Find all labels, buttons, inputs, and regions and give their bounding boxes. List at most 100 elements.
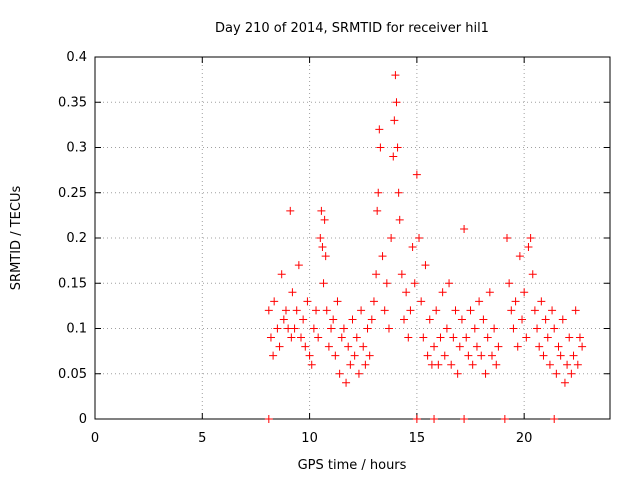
data-point bbox=[288, 288, 296, 296]
data-point bbox=[516, 252, 524, 260]
data-point bbox=[387, 234, 395, 242]
data-point bbox=[535, 343, 543, 351]
data-point bbox=[340, 325, 348, 333]
x-axis-label: GPS time / hours bbox=[298, 458, 407, 473]
data-point bbox=[447, 361, 455, 369]
data-point bbox=[490, 325, 498, 333]
data-point bbox=[402, 288, 410, 296]
data-point bbox=[276, 343, 284, 351]
x-tick-label: 15 bbox=[409, 431, 426, 446]
data-point bbox=[507, 306, 515, 314]
data-point bbox=[409, 243, 417, 251]
data-point bbox=[419, 334, 427, 342]
data-point bbox=[375, 125, 383, 133]
data-point bbox=[322, 252, 330, 260]
data-point bbox=[267, 334, 275, 342]
y-tick-label: 0.05 bbox=[58, 367, 87, 382]
data-point bbox=[357, 306, 365, 314]
data-point bbox=[270, 297, 278, 305]
data-point bbox=[522, 334, 530, 342]
data-point bbox=[518, 315, 526, 323]
data-point bbox=[398, 270, 406, 278]
data-point bbox=[392, 98, 400, 106]
data-point bbox=[389, 153, 397, 161]
data-point bbox=[484, 334, 492, 342]
data-point bbox=[436, 334, 444, 342]
data-point bbox=[381, 306, 389, 314]
data-point bbox=[366, 352, 374, 360]
data-point bbox=[458, 315, 466, 323]
y-tick-label: 0.1 bbox=[66, 322, 87, 337]
data-point bbox=[454, 370, 462, 378]
data-point bbox=[355, 370, 363, 378]
y-tick-label: 0.25 bbox=[58, 186, 87, 201]
data-point bbox=[391, 71, 399, 79]
zero-data-point bbox=[265, 415, 273, 423]
data-point bbox=[312, 306, 320, 314]
data-point bbox=[295, 261, 303, 269]
data-point bbox=[404, 334, 412, 342]
data-points bbox=[265, 71, 586, 423]
data-point bbox=[303, 297, 311, 305]
data-point bbox=[269, 352, 277, 360]
data-point bbox=[325, 343, 333, 351]
data-point bbox=[443, 325, 451, 333]
data-point bbox=[550, 325, 558, 333]
data-point bbox=[349, 315, 357, 323]
data-point bbox=[471, 325, 479, 333]
data-point bbox=[441, 352, 449, 360]
data-point bbox=[323, 306, 331, 314]
data-point bbox=[460, 225, 468, 233]
data-point bbox=[488, 352, 496, 360]
data-point bbox=[533, 325, 541, 333]
zero-data-point bbox=[430, 415, 438, 423]
data-point bbox=[411, 279, 419, 287]
data-point bbox=[539, 352, 547, 360]
data-point bbox=[559, 315, 567, 323]
data-point bbox=[327, 325, 335, 333]
data-point bbox=[477, 352, 485, 360]
data-point bbox=[293, 306, 301, 314]
zero-data-point bbox=[413, 415, 421, 423]
data-point bbox=[529, 270, 537, 278]
data-point bbox=[297, 334, 305, 342]
data-point bbox=[344, 343, 352, 351]
data-point bbox=[537, 297, 545, 305]
data-point bbox=[286, 207, 294, 215]
data-point bbox=[346, 361, 354, 369]
data-point bbox=[394, 144, 402, 152]
data-point bbox=[372, 270, 380, 278]
data-point bbox=[374, 189, 382, 197]
data-point bbox=[361, 361, 369, 369]
axis-ticks: 0 0.05 0.1 0.15 0.2 0.25 0.3 0.35 0.4 0 5 10 15 20 bbox=[58, 50, 610, 446]
data-point bbox=[321, 216, 329, 224]
y-tick-label: 0 bbox=[79, 412, 87, 427]
data-point bbox=[475, 297, 483, 305]
data-point bbox=[552, 370, 560, 378]
data-point bbox=[557, 352, 565, 360]
data-point bbox=[317, 207, 325, 215]
data-point bbox=[555, 343, 563, 351]
data-point bbox=[415, 234, 423, 242]
data-point bbox=[338, 334, 346, 342]
data-point bbox=[449, 334, 457, 342]
data-point bbox=[430, 343, 438, 351]
data-point bbox=[492, 361, 500, 369]
data-point bbox=[527, 234, 535, 242]
data-point bbox=[482, 370, 490, 378]
data-point bbox=[479, 315, 487, 323]
data-point bbox=[329, 315, 337, 323]
data-point bbox=[318, 243, 326, 251]
data-point bbox=[390, 116, 398, 124]
data-point bbox=[282, 306, 290, 314]
data-point bbox=[494, 343, 502, 351]
data-point bbox=[406, 306, 414, 314]
data-point bbox=[546, 361, 554, 369]
data-point bbox=[396, 216, 404, 224]
data-point bbox=[368, 315, 376, 323]
data-point bbox=[570, 352, 578, 360]
data-point bbox=[424, 352, 432, 360]
data-point bbox=[548, 306, 556, 314]
zero-data-point bbox=[550, 415, 558, 423]
